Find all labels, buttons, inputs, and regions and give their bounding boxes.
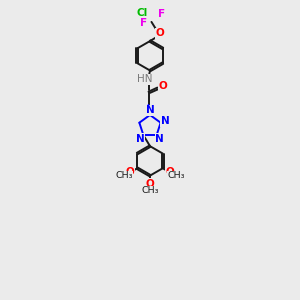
Text: CH₃: CH₃ — [167, 171, 185, 180]
Text: F: F — [140, 18, 147, 28]
Text: F: F — [158, 9, 165, 19]
Text: O: O — [158, 80, 167, 91]
Text: N: N — [136, 134, 145, 144]
Text: N: N — [161, 116, 170, 126]
Text: O: O — [155, 28, 164, 38]
Text: CH₃: CH₃ — [115, 171, 133, 180]
Text: CH₃: CH₃ — [141, 186, 159, 195]
Text: N: N — [155, 134, 164, 144]
Text: N: N — [146, 105, 154, 115]
Text: O: O — [146, 179, 154, 189]
Text: O: O — [166, 167, 174, 177]
Text: Cl: Cl — [136, 8, 148, 18]
Text: O: O — [126, 167, 134, 177]
Text: HN: HN — [137, 74, 152, 84]
